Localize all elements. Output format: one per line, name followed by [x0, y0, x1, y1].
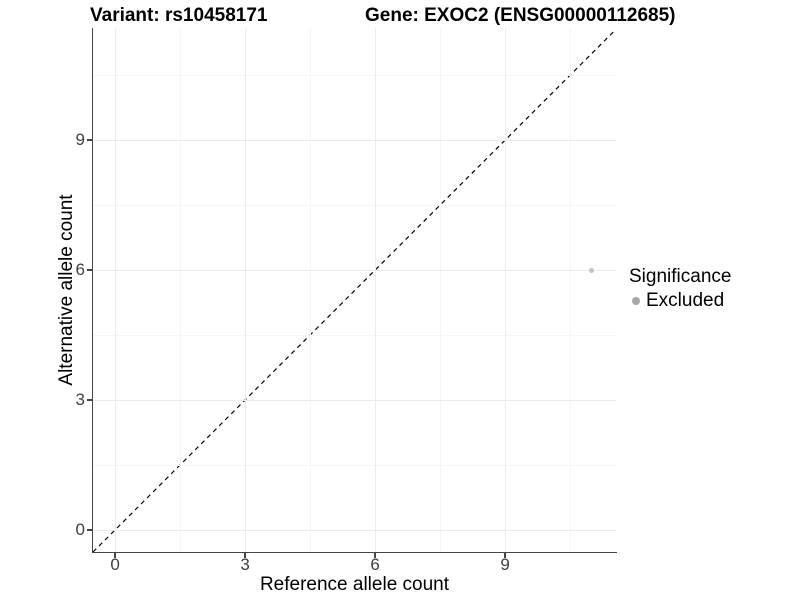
y-minor-gridline [93, 464, 616, 466]
legend-item-label: Excluded [646, 290, 725, 311]
y-minor-gridline [93, 205, 616, 207]
x-axis-line [91, 552, 617, 554]
y-major-gridline [93, 270, 616, 272]
y-tick-mark [87, 139, 92, 141]
y-tick-label: 0 [75, 519, 85, 539]
x-major-gridline [375, 28, 377, 552]
y-tick-mark [87, 269, 92, 271]
legend-items: Excluded [629, 290, 731, 311]
y-minor-gridline [93, 335, 616, 337]
x-tick-label: 9 [500, 555, 510, 574]
x-tick-mark [374, 553, 376, 558]
x-tick-mark [504, 553, 506, 558]
x-minor-gridline [310, 28, 312, 552]
plot-panel [92, 28, 617, 553]
x-major-gridline [245, 28, 247, 552]
y-tick-mark [87, 529, 92, 531]
x-tick-label: 0 [110, 555, 120, 574]
x-tick-mark [244, 553, 246, 558]
x-tick-mark [114, 553, 116, 558]
x-major-gridline [115, 28, 117, 552]
y-tick-label: 3 [75, 389, 85, 409]
plot-title-gene: Gene: EXOC2 (ENSG00000112685) [365, 5, 676, 26]
y-axis-line [91, 28, 93, 554]
legend-item: Excluded [629, 290, 731, 311]
x-minor-gridline [440, 28, 442, 552]
x-minor-gridline [570, 28, 572, 552]
x-minor-gridline [180, 28, 182, 552]
legend-title: Significance [629, 266, 732, 287]
y-tick-mark [87, 399, 92, 401]
y-major-gridline [93, 529, 616, 531]
y-major-gridline [93, 399, 616, 401]
y-tick-label: 9 [75, 130, 85, 150]
legend-key-dot [632, 296, 640, 305]
data-point [589, 267, 595, 273]
y-minor-gridline [93, 75, 616, 77]
x-major-gridline [505, 28, 507, 552]
identity-dashed-line [92, 28, 617, 553]
y-major-gridline [93, 140, 616, 142]
plot-title-variant: Variant: rs10458171 [90, 5, 268, 26]
y-tick-label: 6 [75, 260, 85, 280]
x-axis-title: Reference allele count [259, 574, 450, 595]
legend: Significance Excluded [629, 266, 731, 311]
x-tick-label: 3 [240, 555, 250, 574]
x-tick-label: 6 [370, 555, 380, 574]
